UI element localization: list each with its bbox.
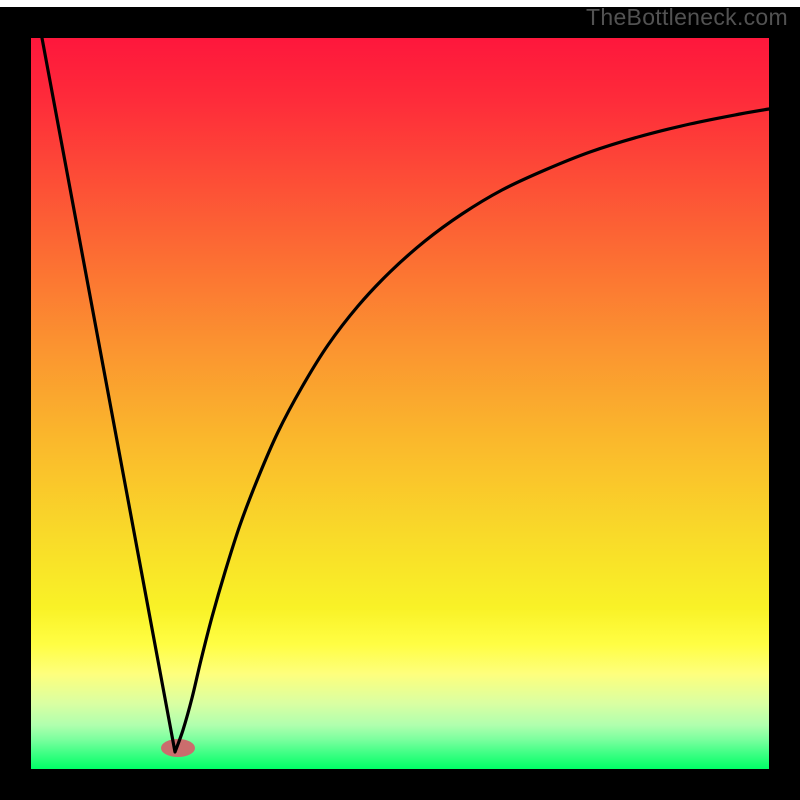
gradient-background	[31, 38, 769, 769]
bottleneck-chart	[0, 0, 800, 800]
chart-container: TheBottleneck.com	[0, 0, 800, 800]
watermark-text: TheBottleneck.com	[586, 4, 788, 31]
